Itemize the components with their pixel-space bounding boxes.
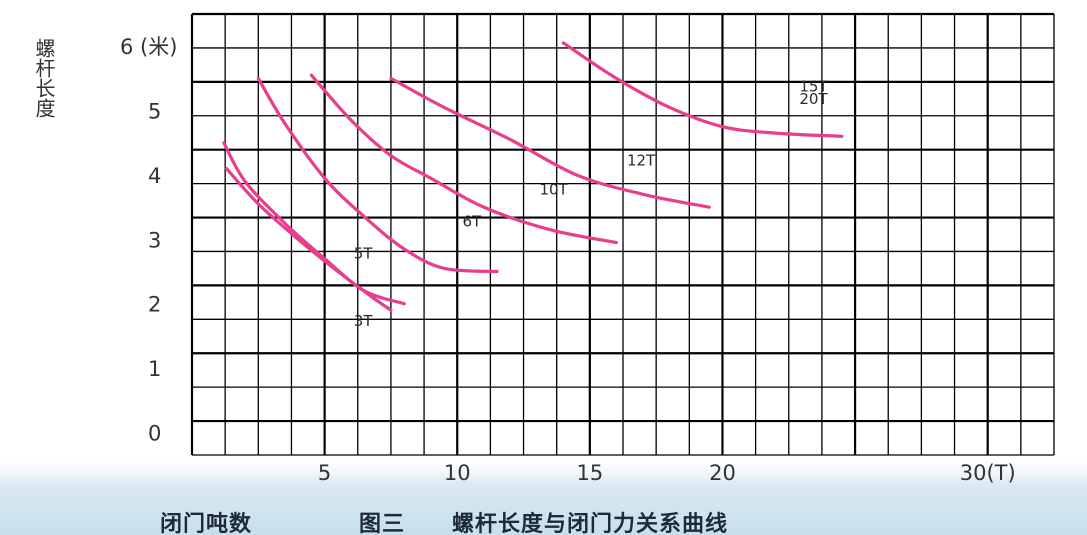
y-tick-label: 5	[148, 100, 161, 124]
x-tick-label: 30(T)	[960, 461, 1016, 485]
series-line-12T	[389, 76, 711, 209]
series-line-15T-20T	[561, 41, 844, 138]
x-tick-label: 20	[709, 461, 736, 485]
x-tick-label: 15	[576, 461, 603, 485]
x-tick-label: 10	[444, 461, 471, 485]
x-axis-ticks: 5 10 15 20 30(T)	[318, 461, 1016, 485]
caption-title: 螺杆长度与闭门力关系曲线	[452, 511, 728, 535]
curve-label-20T: 20T	[799, 90, 828, 108]
bottom-band	[0, 455, 1087, 535]
caption-left: 闭门吨数	[160, 511, 252, 535]
curve-label-6T: 6T	[463, 212, 483, 230]
y-axis-ticks: 0 1 2 3 4 5 6 (米)	[120, 35, 177, 445]
series-line-10T	[309, 73, 618, 245]
x-tick-label: 5	[318, 461, 331, 485]
chart-grid	[190, 12, 1055, 456]
series-line-6T	[256, 76, 499, 274]
series-line-3T	[224, 166, 393, 312]
caption-figure: 图三	[359, 512, 405, 535]
y-axis-label: 螺杆长度	[32, 38, 56, 118]
curve-label-12T: 12T	[627, 151, 656, 169]
y-tick-label: 1	[148, 357, 161, 381]
curve-label-10T: 10T	[539, 180, 568, 198]
series-line-5T	[222, 141, 406, 306]
chart-curves	[222, 41, 844, 312]
curve-label-3T: 3T	[354, 312, 374, 330]
y-tick-label: 6 (米)	[120, 35, 177, 59]
y-tick-label: 0	[148, 421, 161, 445]
curve-label-15T: 15T	[799, 77, 828, 95]
y-tick-label: 3	[148, 228, 161, 252]
curve-label-5T: 5T	[354, 245, 374, 263]
y-tick-label: 2	[148, 293, 161, 317]
y-tick-label: 4	[148, 164, 161, 188]
